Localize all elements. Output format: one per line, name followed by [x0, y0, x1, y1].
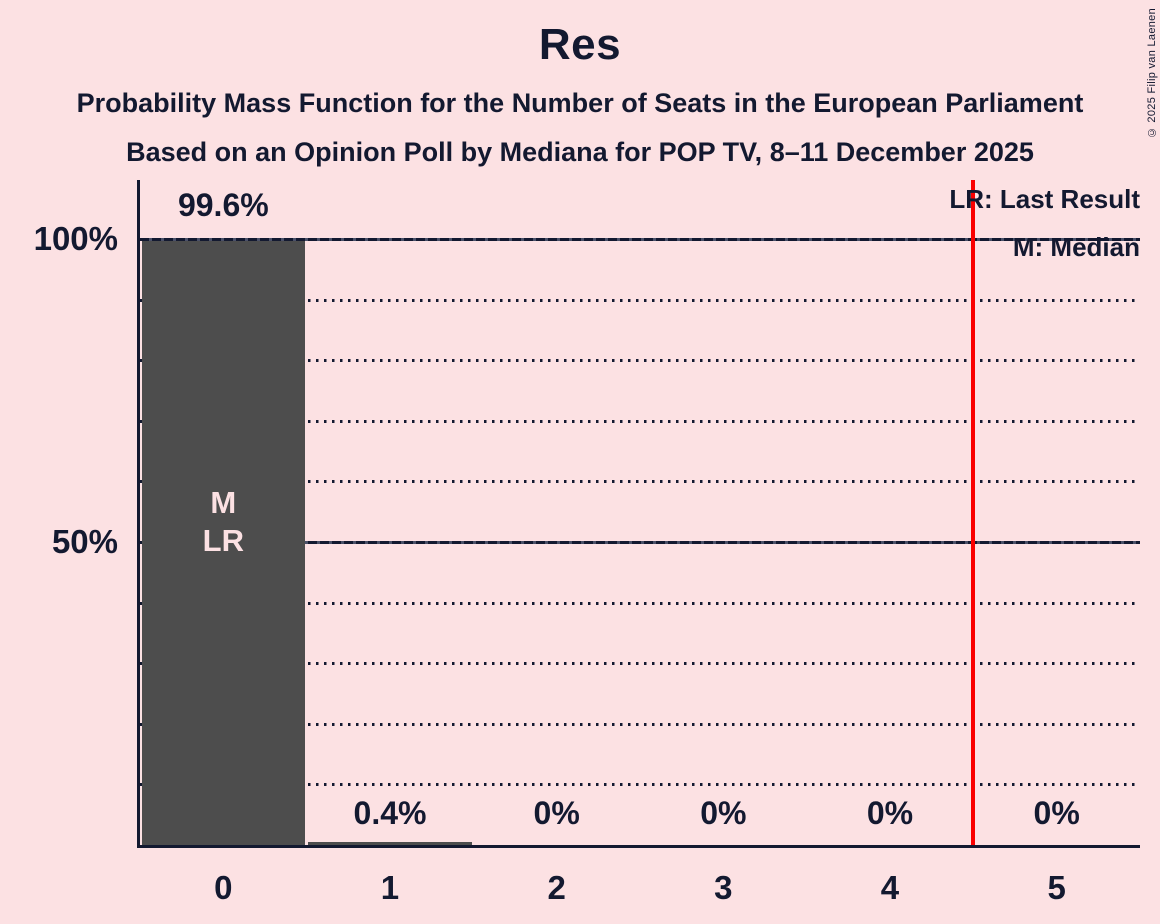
x-axis-label-2: 2	[547, 869, 566, 906]
value-label-1: 0.4%	[353, 795, 427, 831]
y-axis-label-100: 100%	[33, 220, 118, 257]
x-axis-label-3: 3	[714, 869, 733, 906]
value-label-0: 99.6%	[177, 187, 269, 224]
y-axis-line	[137, 180, 140, 848]
legend-last-result: LR: Last Result	[949, 184, 1140, 214]
bar-seats-1	[308, 842, 472, 845]
last-result-label: LR	[202, 523, 244, 559]
gridline-dotted-20	[140, 722, 1140, 726]
legend-median: M: Median	[1012, 232, 1140, 262]
gridline-solid-100	[140, 238, 1140, 241]
gridline-dotted-90	[140, 298, 1140, 302]
value-label-3: 0%	[700, 795, 747, 831]
gridline-dotted-40	[140, 601, 1140, 605]
median-label: M	[210, 485, 237, 521]
gridline-dotted-10	[140, 783, 1140, 787]
gridline-dotted-30	[140, 662, 1140, 666]
last-result-line	[971, 180, 976, 845]
value-label-4: 0%	[866, 795, 914, 831]
value-label-5: 0%	[1033, 795, 1080, 831]
gridline-solid-50	[140, 541, 1140, 544]
chart-subtitle-line2: Based on an Opinion Poll by Mediana for …	[126, 137, 1034, 167]
x-axis-line	[137, 845, 1140, 848]
gridline-dotted-60	[140, 480, 1140, 484]
x-axis-label-1: 1	[380, 869, 400, 906]
x-axis-label-4: 4	[880, 869, 900, 906]
bar-median-lastresult-marker: M LR	[142, 484, 306, 560]
chart-subtitle-line1: Probability Mass Function for the Number…	[76, 88, 1084, 118]
gridline-dotted-80	[140, 359, 1140, 363]
x-axis-label-0: 0	[214, 869, 233, 906]
gridline-dotted-70	[140, 419, 1140, 423]
x-axis-label-5: 5	[1047, 869, 1066, 906]
copyright-notice: © 2025 Filip van Laenen	[1146, 8, 1158, 139]
chart-title: Res	[538, 20, 622, 69]
y-axis-label-50: 50%	[51, 523, 118, 560]
value-label-2: 0%	[533, 795, 580, 831]
plot-area: M LR	[140, 180, 1140, 845]
bar-seats-0: M LR	[141, 241, 306, 845]
